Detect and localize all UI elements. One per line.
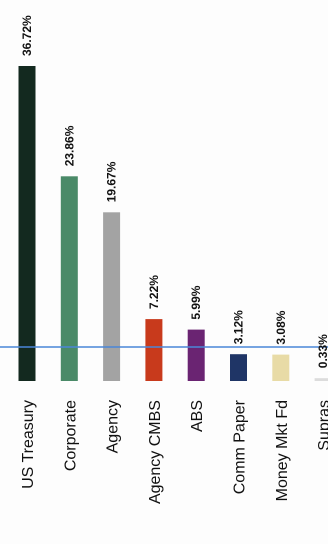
- category-label-agency-cmbs: Agency CMBS: [147, 400, 164, 504]
- category-label-agency: Agency: [105, 400, 122, 453]
- bar-agency-cmbs: [145, 319, 162, 381]
- category-label-money-mkt-fd: Money Mkt Fd: [274, 400, 291, 501]
- bar-comm-paper: [230, 354, 247, 381]
- value-label-corporate: 23.86%: [62, 125, 76, 166]
- bar-agency: [103, 212, 120, 381]
- bar-abs: [188, 330, 205, 381]
- value-label-agency-cmbs: 7.22%: [147, 275, 161, 309]
- bar-money-mkt-fd: [272, 355, 289, 381]
- value-label-abs: 5.99%: [189, 285, 203, 319]
- value-label-us-treasury: 36.72%: [20, 15, 34, 56]
- value-label-money-mkt-fd: 3.08%: [274, 310, 288, 344]
- bar-corporate: [61, 176, 78, 381]
- value-label-comm-paper: 3.12%: [232, 310, 246, 344]
- category-label-us-treasury: US Treasury: [20, 400, 37, 489]
- category-label-comm-paper: Comm Paper: [232, 399, 249, 494]
- bar-us-treasury: [19, 66, 36, 381]
- category-label-corporate: Corporate: [62, 400, 79, 471]
- value-label-supras: 0.33%: [316, 334, 328, 368]
- category-label-supras: Supras: [316, 400, 328, 451]
- category-label-abs: ABS: [189, 400, 206, 432]
- value-label-agency: 19.67%: [105, 161, 119, 202]
- bar-supras: [315, 378, 328, 381]
